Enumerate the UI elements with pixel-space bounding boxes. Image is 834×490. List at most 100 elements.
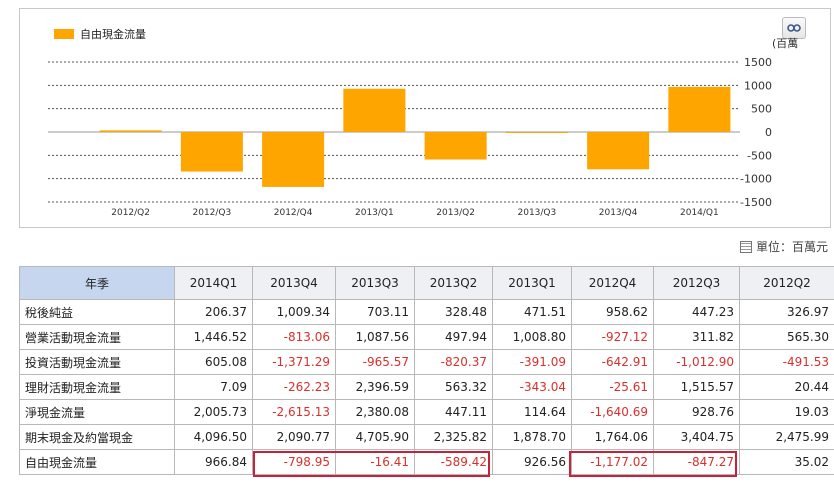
bar-2013/Q2 — [424, 132, 487, 160]
table-cell: 328.48 — [414, 299, 493, 325]
table-cell: 7.09 — [174, 374, 253, 400]
table-row: 稅後純益 206.37 1,009.34 703.11 328.48 471.51 958.… — [19, 299, 834, 325]
column-header: 2012Q2 — [739, 266, 834, 300]
table-cell: 2,005.73 — [174, 399, 253, 425]
table-cell: 19.03 — [739, 399, 834, 425]
table-cell: 4,705.90 — [335, 424, 415, 450]
table-cell: 1,878.70 — [492, 424, 572, 450]
table-cell: 311.82 — [653, 324, 740, 350]
table-cell: 3,404.75 — [653, 424, 740, 450]
table-cell: 447.23 — [653, 299, 740, 325]
table-cell: 4,096.50 — [174, 424, 253, 450]
y-tick-label: 1500 — [744, 56, 772, 69]
column-header: 2013Q3 — [335, 266, 415, 300]
y-tick-label: -500 — [747, 149, 772, 162]
table-cell: -642.91 — [571, 349, 654, 375]
x-tick-label: 2012/Q2 — [111, 208, 150, 218]
table-cell: -927.12 — [571, 324, 654, 350]
bar-2013/Q1 — [343, 88, 406, 132]
table-cell: -820.37 — [414, 349, 493, 375]
row-label: 營業活動現金流量 — [19, 324, 175, 350]
table-cell: 703.11 — [335, 299, 415, 325]
x-tick-label: 2012/Q3 — [193, 208, 232, 218]
table-cell: -965.57 — [335, 349, 415, 375]
x-tick-label: 2014/Q1 — [680, 208, 719, 218]
row-label: 投資活動現金流量 — [19, 349, 175, 375]
x-tick-label: 2013/Q1 — [355, 208, 394, 218]
table-cell: 1,087.56 — [335, 324, 415, 350]
table-cell: 2,325.82 — [414, 424, 493, 450]
table-cell: -847.27 — [653, 449, 740, 475]
table-row: 期末現金及約當現金 4,096.50 2,090.77 4,705.90 2,325.8… — [19, 424, 834, 450]
table-cell: 471.51 — [492, 299, 572, 325]
y-tick-label: -1000 — [740, 173, 772, 186]
x-tick-label: 2013/Q2 — [436, 208, 475, 218]
table-cell: -391.09 — [492, 349, 572, 375]
bar-2012/Q4 — [262, 132, 325, 187]
table-cell: 2,475.99 — [739, 424, 834, 450]
table-header-row: 年季 2014Q1 2013Q4 2013Q3 2013Q2 2013Q1 2012Q4 2… — [19, 266, 834, 300]
table-cell: -491.53 — [739, 349, 834, 375]
bar-2013/Q3 — [505, 132, 568, 133]
table-cell: 565.30 — [739, 324, 834, 350]
row-label: 淨現金流量 — [19, 399, 175, 425]
table-icon — [739, 240, 752, 253]
y-axis-label: (百萬 — [772, 37, 798, 50]
table-cell: -589.42 — [414, 449, 493, 475]
link-icon-glyph — [787, 24, 801, 32]
table-cell: -262.23 — [252, 374, 336, 400]
column-header: 2012Q3 — [653, 266, 740, 300]
bar-2012/Q3 — [180, 132, 243, 172]
table-cell: 20.44 — [739, 374, 834, 400]
column-header: 2013Q4 — [252, 266, 336, 300]
table-cell: -1,012.90 — [653, 349, 740, 375]
legend-label: 自由現金流量 — [80, 28, 146, 41]
column-header: 2013Q2 — [414, 266, 493, 300]
x-tick-label: 2012/Q4 — [274, 208, 313, 218]
unit-label-row: 單位：百萬元 — [739, 238, 828, 255]
table-cell: 1,515.57 — [653, 374, 740, 400]
table-cell: -16.41 — [335, 449, 415, 475]
table-cell: 114.64 — [492, 399, 572, 425]
table-cell: -798.95 — [252, 449, 336, 475]
table-cell: 2,090.77 — [252, 424, 336, 450]
table-cell: -1,640.69 — [571, 399, 654, 425]
table-cell: -25.61 — [571, 374, 654, 400]
table-row: 理財活動現金流量 7.09 -262.23 2,396.59 563.32 -343.04… — [19, 374, 834, 400]
chart-panel: 自由現金流量 1500 1000 500 0 -500 -1000 -1500 (百萬 2012… — [19, 8, 831, 228]
table-cell: 958.62 — [571, 299, 654, 325]
y-tick-label: 1000 — [744, 79, 772, 92]
table-cell: 1,009.34 — [252, 299, 336, 325]
table-cell: 326.97 — [739, 299, 834, 325]
y-tick-label: 500 — [751, 103, 772, 116]
table-cell: -1,371.29 — [252, 349, 336, 375]
table-cell: -2,615.13 — [252, 399, 336, 425]
table-cell: 35.02 — [739, 449, 834, 475]
table-row: 投資活動現金流量 605.08 -1,371.29 -965.57 -820.37 -39… — [19, 349, 834, 375]
chart-legend[interactable]: 自由現金流量 — [54, 26, 146, 42]
cashflow-table: 年季 2014Q1 2013Q4 2013Q3 2013Q2 2013Q1 2012Q4 2… — [19, 266, 834, 475]
table-cell: 497.94 — [414, 324, 493, 350]
table-cell: 1,764.06 — [571, 424, 654, 450]
table-cell: 206.37 — [174, 299, 253, 325]
table-cell: -813.06 — [252, 324, 336, 350]
table-cell: -1,177.02 — [571, 449, 654, 475]
table-cell: -343.04 — [492, 374, 572, 400]
row-label: 自由現金流量 — [19, 449, 175, 475]
row-label: 稅後純益 — [19, 299, 175, 325]
row-label: 期末現金及約當現金 — [19, 424, 175, 450]
header-corner: 年季 — [19, 266, 175, 300]
unit-text: 單位：百萬元 — [755, 240, 828, 254]
bar-2013/Q4 — [587, 132, 650, 170]
bar-2014/Q1 — [668, 86, 731, 132]
table-cell: 563.32 — [414, 374, 493, 400]
column-header: 2012Q4 — [571, 266, 654, 300]
link-icon[interactable] — [782, 17, 806, 39]
table-cell: 966.84 — [174, 449, 253, 475]
table-cell: 928.76 — [653, 399, 740, 425]
table-cell: 2,380.08 — [335, 399, 415, 425]
table-cell: 2,396.59 — [335, 374, 415, 400]
row-label: 理財活動現金流量 — [19, 374, 175, 400]
y-tick-label: 0 — [765, 126, 772, 139]
y-tick-label: -1500 — [740, 196, 772, 209]
